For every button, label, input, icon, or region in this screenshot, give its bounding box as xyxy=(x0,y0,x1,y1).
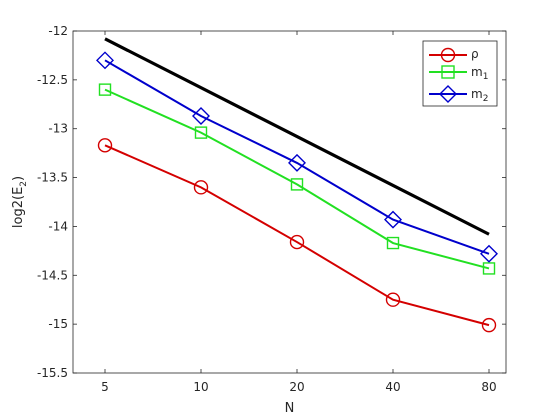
series-layer xyxy=(96,37,498,333)
legend-marker-m1 xyxy=(441,65,455,79)
data-point-s1-4 xyxy=(482,262,496,275)
y-axis-label: log2(E2) xyxy=(11,176,29,228)
y-ticks: -12 -12.5 -13 -13.5 -14 -14.5 -15 -15.5 xyxy=(37,24,506,380)
series-line-2 xyxy=(104,59,490,255)
legend-marker-m2 xyxy=(439,85,457,103)
data-point-s2-2 xyxy=(288,153,306,172)
data-point-s2-1 xyxy=(192,107,210,126)
data-point-s0-2 xyxy=(289,234,305,250)
legend-label-m2-sub: 2 xyxy=(483,94,489,104)
data-point-s0-4 xyxy=(481,317,497,333)
data-point-s0-1 xyxy=(193,180,209,195)
x-tick-label: 5 xyxy=(101,380,109,394)
legend-label-rho: ρ xyxy=(471,47,479,61)
x-tick-label: 40 xyxy=(385,380,400,394)
y-tick-label: -13 xyxy=(48,122,68,136)
x-axis-label: N xyxy=(285,401,295,416)
legend: ρ m1 m2 xyxy=(422,40,498,107)
series-line-1 xyxy=(104,88,490,270)
y-tick-label: -14.5 xyxy=(37,268,68,282)
y-axis-label-base: log2(E xyxy=(11,187,26,228)
data-point-s1-0 xyxy=(98,83,112,96)
data-point-s1-2 xyxy=(290,178,304,191)
data-point-s0-0 xyxy=(97,138,113,153)
y-axis-label-close: ) xyxy=(11,176,26,181)
x-tick-label: 20 xyxy=(289,380,304,394)
y-tick-label: -13.5 xyxy=(37,171,68,185)
reference-line xyxy=(104,37,490,236)
y-tick-label: -15 xyxy=(48,317,68,331)
data-point-s2-4 xyxy=(480,244,498,263)
y-tick-label: -14 xyxy=(48,219,68,233)
legend-label-m2: m2 xyxy=(471,87,488,104)
x-tick-label: 80 xyxy=(481,380,496,394)
data-point-s2-0 xyxy=(96,51,114,70)
x-tick-label: 10 xyxy=(193,380,208,394)
legend-marker-rho xyxy=(440,47,456,63)
legend-label-m1: m1 xyxy=(471,65,488,82)
series-line-0 xyxy=(104,144,490,327)
data-point-s0-3 xyxy=(385,292,401,307)
y-tick-label: -12 xyxy=(48,24,68,38)
legend-label-m1-base: m xyxy=(471,65,483,79)
data-point-s1-3 xyxy=(386,236,400,250)
y-tick-label: -15.5 xyxy=(37,366,68,380)
x-ticks: 5 10 20 40 80 xyxy=(101,31,497,394)
y-tick-label: -12.5 xyxy=(37,73,68,87)
y-axis-label-sub: 2 xyxy=(19,181,29,187)
data-point-s1-1 xyxy=(194,126,208,139)
legend-box xyxy=(422,40,498,107)
legend-label-m2-base: m xyxy=(471,87,483,101)
legend-label-m1-sub: 1 xyxy=(483,72,489,82)
data-point-s2-3 xyxy=(384,210,402,229)
